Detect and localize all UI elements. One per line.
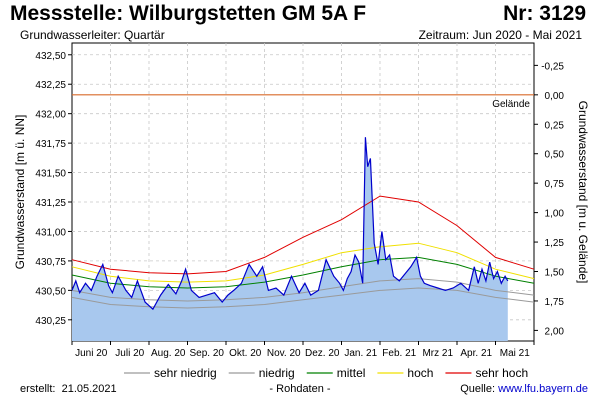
band-line-sehr-niedrig <box>71 287 535 309</box>
y2-tick-label: 0,50 <box>545 150 565 161</box>
x-tick-label: Okt. 20 <box>229 348 262 359</box>
y-tick-label: 432,25 <box>35 80 66 91</box>
x-tick-label: Sep. 20 <box>190 348 225 359</box>
y-axis-left-ticks: 430,25 430,50 430,75 431,00 431,25 431,50 431,… <box>35 51 72 327</box>
x-tick-label: Jan. 21 <box>344 348 377 359</box>
created-date: 21.05.2021 <box>61 383 117 395</box>
y2-tick-label: 1,25 <box>545 238 565 249</box>
legend-item: niedrig <box>259 366 295 380</box>
y2-tick-label: 0,00 <box>545 91 565 102</box>
source-label: Quelle: <box>460 383 496 395</box>
x-axis-ticks: Juni 20 Juli 20 Aug. 20 Sep. 20 Okt. 20 Nov. … <box>71 341 535 359</box>
source-link[interactable]: www.lfu.bayern.de <box>498 383 588 395</box>
aquifer-subtitle: Grundwasserleiter: Quartär <box>20 28 165 42</box>
measured-line <box>71 137 509 311</box>
y-tick-label: 430,25 <box>35 316 66 327</box>
x-tick-label: Juli 20 <box>115 348 144 359</box>
y-tick-label: 432,00 <box>35 110 66 121</box>
station-number: Nr: 3129 <box>503 2 586 25</box>
y-tick-label: 430,50 <box>35 286 66 297</box>
legend-item: sehr niedrig <box>154 366 217 380</box>
created-label: erstellt: <box>20 383 56 395</box>
y-tick-label: 430,75 <box>35 257 66 268</box>
period-label: Zeitraum: Jun 2020 - Mai 2021 <box>418 28 582 42</box>
x-tick-label: Aug. 20 <box>151 348 186 359</box>
band-line-niedrig <box>71 278 535 302</box>
y2-tick-label: 0,75 <box>545 179 565 190</box>
x-tick-label: Juni 20 <box>75 348 108 359</box>
y2-tick-label: 1,75 <box>545 297 565 308</box>
y2-tick-label: 0,25 <box>545 120 565 131</box>
y2-tick-label: -0,25 <box>541 61 564 72</box>
reference-bands <box>71 195 535 309</box>
band-line-sehr-hoch <box>71 195 535 275</box>
y2-tick-label: 1,50 <box>545 268 565 279</box>
x-tick-label: Apr. 21 <box>460 348 492 359</box>
y-tick-label: 431,25 <box>35 198 66 209</box>
y2-tick-label: 1,00 <box>545 209 565 220</box>
x-tick-label: Mai 21 <box>500 348 530 359</box>
legend-item: sehr hoch <box>475 366 528 380</box>
y2-tick-label: 2,00 <box>545 326 565 337</box>
y-tick-label: 431,00 <box>35 227 66 238</box>
y-tick-label: 432,50 <box>35 51 66 62</box>
x-tick-label: Mrz 21 <box>422 348 453 359</box>
band-line-hoch <box>71 242 535 283</box>
x-tick-label: Feb. 21 <box>382 348 416 359</box>
y-axis-left-label: Grundwasserstand [m ü. NN] <box>13 115 27 270</box>
x-tick-label: Dez. 20 <box>305 348 340 359</box>
legend: sehr niedrig niedrig mittel hoch sehr hoch <box>124 366 528 380</box>
legend-item: mittel <box>337 366 366 380</box>
y-axis-right-ticks: -0,25 0,00 0,25 0,50 0,75 1,00 1,25 1,50 1,75 2,0… <box>534 61 564 337</box>
terrain-label: Gelände <box>492 99 530 110</box>
chart-title: Messstelle: Wilburgstetten GM 5A F <box>10 2 367 25</box>
y-tick-label: 431,50 <box>35 169 66 180</box>
created-info: erstellt: 21.05.2021 <box>20 383 117 395</box>
y-axis-right-label: Grundwasserstand [m u. Gelände] <box>576 101 590 284</box>
data-status: - Rohdaten - <box>269 383 331 395</box>
x-tick-label: Nov. 20 <box>267 348 301 359</box>
legend-item: hoch <box>407 366 433 380</box>
band-line-mittel <box>71 256 535 289</box>
y-tick-label: 431,75 <box>35 139 66 150</box>
source-info: Quelle: www.lfu.bayern.de <box>460 383 588 395</box>
measured-area-fill <box>72 137 508 341</box>
